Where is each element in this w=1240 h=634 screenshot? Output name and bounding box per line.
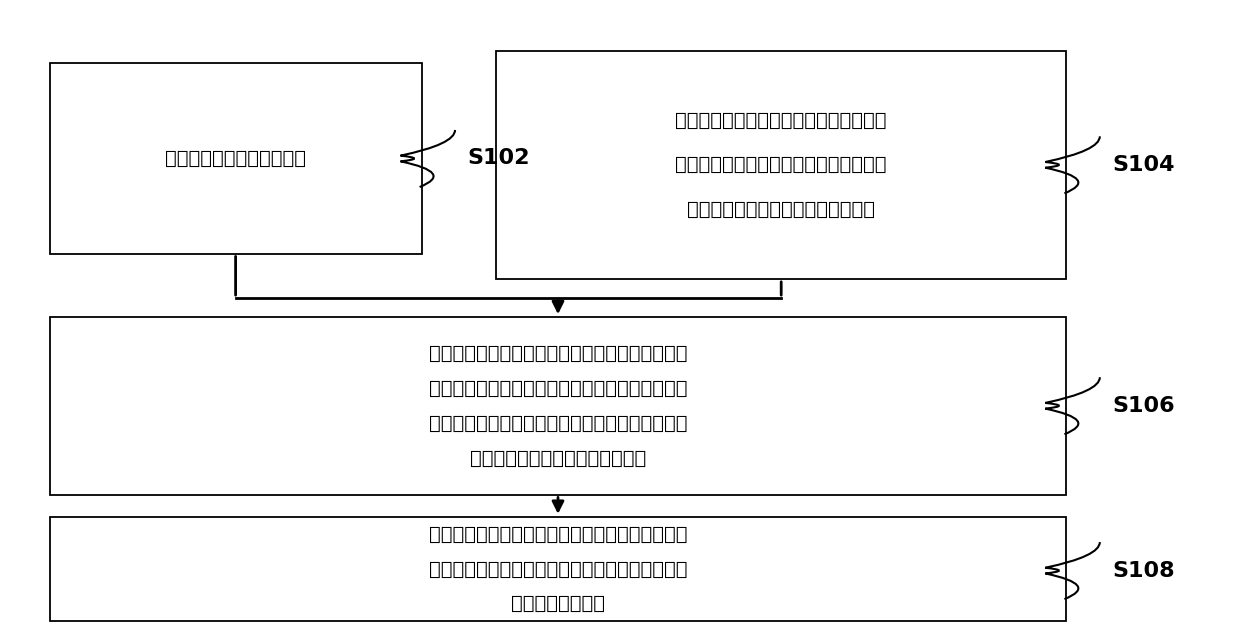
Text: 温度値，与电缆电流、缆芯电导率、金属套管磁导: 温度値，与电缆电流、缆芯电导率、金属套管磁导 [429, 414, 687, 432]
Text: 金属套管磁导率和金属套管开缝宽度: 金属套管磁导率和金属套管开缝宽度 [687, 200, 875, 219]
Text: 管套设在电缆外侧，套管参数至少包括：: 管套设在电缆外侧，套管参数至少包括： [676, 155, 887, 174]
Text: 基于电缆电流、缆芯电导率、金属套管磁导率、金: 基于电缆电流、缆芯电导率、金属套管磁导率、金 [429, 525, 687, 543]
Text: S104: S104 [1112, 155, 1174, 175]
Text: 金属套管的温度値: 金属套管的温度値 [511, 595, 605, 613]
Bar [496, 51, 1066, 279]
Bar [50, 317, 1066, 495]
Text: 中，金属套管的温度计算公式用于表示金属套管的: 中，金属套管的温度计算公式用于表示金属套管的 [429, 379, 687, 398]
Text: S106: S106 [1112, 396, 1176, 416]
Text: 属套管开缝宽度和金属套管的温度计算公式，确定: 属套管开缝宽度和金属套管的温度计算公式，确定 [429, 560, 687, 578]
Text: 获取金属套管的套管参数，其中，金属套: 获取金属套管的套管参数，其中，金属套 [676, 111, 887, 130]
Text: 基于缆芯电导率确定金属套管的温度计算公式，其: 基于缆芯电导率确定金属套管的温度计算公式，其 [429, 344, 687, 363]
Text: 率和金属套管开缝宽度的计算关系: 率和金属套管开缝宽度的计算关系 [470, 449, 646, 467]
Text: S102: S102 [467, 148, 529, 169]
Bar [50, 63, 422, 254]
Text: 采集电缆电流和缆芯电导率: 采集电缆电流和缆芯电导率 [165, 149, 306, 168]
Text: S108: S108 [1112, 560, 1176, 581]
Bar [50, 517, 1066, 621]
